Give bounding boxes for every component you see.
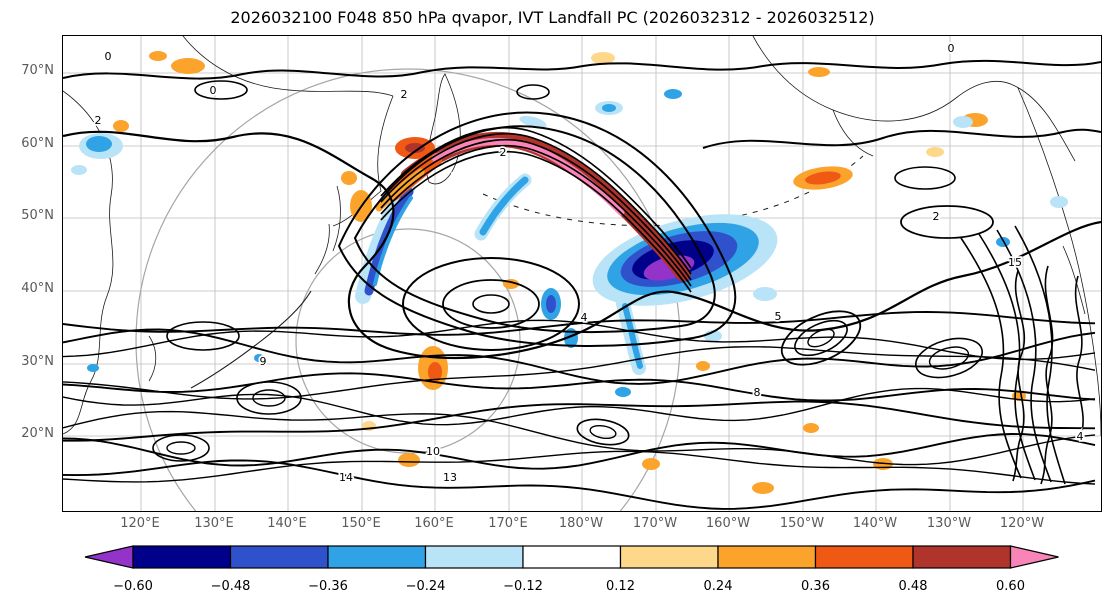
chart-title: 2026032100 F048 850 hPa qvapor, IVT Land…: [230, 8, 875, 27]
colorbar-tick-label: 0.48: [899, 579, 928, 594]
colorbar-segment: [229, 545, 329, 569]
contour-line: [63, 400, 1096, 442]
colorbar-tick-label: 0.60: [996, 579, 1025, 594]
contour-line: [63, 410, 1096, 466]
lon-tick-label: 150°E: [341, 516, 381, 531]
colorbar-segment: [814, 545, 914, 569]
contour-label: 13: [443, 471, 457, 484]
contour-line: [63, 346, 1096, 400]
colorbar-tick-label: −0.48: [211, 579, 251, 594]
contour-label: 2: [933, 210, 940, 223]
colorbar-extend-left: [84, 545, 134, 569]
lat-tick-label: 40°N: [21, 281, 54, 296]
contour-label: 5: [775, 310, 782, 323]
lon-tick-label: 140°W: [852, 516, 898, 531]
colorbar: −0.60 −0.48 −0.36 −0.24 −0.12 0.12 0.24 0.36 0.4…: [0, 538, 1105, 602]
colorbar-segment: [424, 545, 524, 569]
contour-line: [63, 459, 1096, 510]
colorbar-extend-right: [1009, 545, 1059, 569]
colorbar-tick-label: −0.36: [308, 579, 348, 594]
contour-label: 9: [260, 355, 267, 368]
contour-label: 0: [210, 84, 217, 97]
lat-tick-label: 30°N: [21, 354, 54, 369]
contour-label: 10: [426, 445, 440, 458]
graticule: [63, 36, 1101, 511]
dense-subtropical-contours: [63, 311, 1096, 510]
colorbar-tick-label: −0.12: [503, 579, 543, 594]
lon-tick-label: 150°W: [779, 516, 825, 531]
lat-tick-label: 20°N: [21, 426, 54, 441]
contour-label: 0: [105, 50, 112, 63]
contour-label: 4: [581, 311, 588, 324]
lat-tick-label: 50°N: [21, 208, 54, 223]
qvapor-contours: [63, 59, 1101, 510]
sensitivity-shading: [71, 51, 1068, 494]
contour-label: 15: [1008, 256, 1022, 269]
lat-tick-label: 70°N: [21, 63, 54, 78]
contour-label: 2: [500, 146, 507, 159]
lon-tick-label: 170°E: [488, 516, 528, 531]
contour-label: 0: [948, 42, 955, 55]
colorbar-tick-label: 0.24: [704, 579, 733, 594]
colorbar-segment: [912, 545, 1012, 569]
contour-line: [63, 387, 1096, 426]
contour-line: [63, 319, 1096, 361]
lon-tick-label: 130°W: [926, 516, 972, 531]
colorbar-segment: [522, 545, 622, 569]
lon-tick-label: 170°W: [632, 516, 678, 531]
range-ring-outer: [135, 68, 681, 511]
colorbar-canvas: −0.60 −0.48 −0.36 −0.24 −0.12 0.12 0.24 0.36 0.4…: [84, 545, 1059, 594]
contour-label: 2: [95, 114, 102, 127]
lon-tick-label: 120°E: [120, 516, 160, 531]
colorbar-segment: [717, 545, 817, 569]
lon-tick-label: 160°W: [705, 516, 751, 531]
lon-tick-label: 130°E: [194, 516, 234, 531]
contour-line: [63, 450, 1096, 485]
colorbar-segment: [132, 545, 232, 569]
contour-line: [63, 433, 1096, 470]
contour-line: [63, 372, 1096, 402]
colorbar-tick-label: −0.60: [113, 579, 153, 594]
landfall-marker: [451, 168, 461, 178]
contour-line: [63, 328, 1096, 385]
map-plot-area: 0 0 2 2 2 0 2 15 4 5 8 9 10 13 14 4: [62, 35, 1102, 512]
colorbar-segment: [327, 545, 427, 569]
colorbar-tick-label: −0.24: [406, 579, 446, 594]
lat-tick-label: 60°N: [21, 136, 54, 151]
colorbar-tick-label: 0.12: [606, 579, 635, 594]
contour-label: 2: [401, 88, 408, 101]
contour-label: 14: [339, 471, 353, 484]
lon-tick-label: 160°E: [414, 516, 454, 531]
colorbar-segment: [619, 545, 719, 569]
contour-label: 4: [1077, 430, 1084, 443]
lon-tick-label: 140°E: [267, 516, 307, 531]
contour-label: 8: [754, 386, 761, 399]
lon-tick-label: 180°W: [558, 516, 604, 531]
colorbar-tick-label: 0.36: [801, 579, 830, 594]
lon-tick-label: 120°W: [999, 516, 1045, 531]
